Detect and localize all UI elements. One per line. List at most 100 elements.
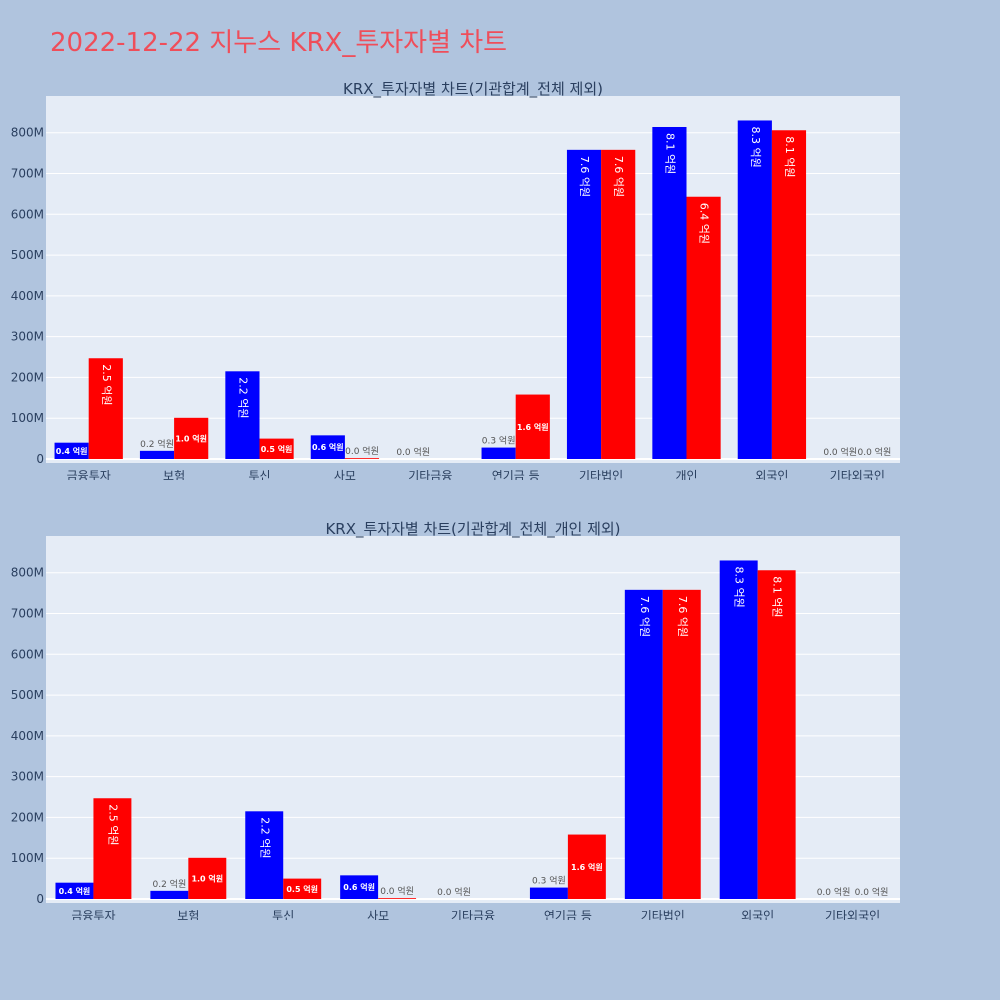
bar xyxy=(481,447,516,459)
data-label: 1.6 억원 xyxy=(571,862,603,872)
bar xyxy=(566,149,602,459)
bar xyxy=(188,857,227,899)
bar xyxy=(686,196,721,459)
bar xyxy=(259,438,294,459)
y-tick-label: 200M xyxy=(11,810,44,824)
bar xyxy=(88,358,123,459)
y-tick-label: 300M xyxy=(11,330,44,344)
y-tick-label: 200M xyxy=(11,370,44,384)
bar xyxy=(340,875,379,899)
data-label: 0.4 억원 xyxy=(56,446,88,456)
data-label: 0.0 억원 xyxy=(345,445,379,457)
bar xyxy=(515,394,550,459)
bar xyxy=(245,811,284,899)
x-tick-label: 투신 xyxy=(272,909,294,920)
page-title: 2022-12-22 지누스 KRX_투자자별 차트 xyxy=(50,28,508,58)
data-label: 2.5 억원 xyxy=(106,804,119,845)
bar xyxy=(139,450,175,459)
bar xyxy=(529,887,568,899)
data-label: 8.1 억원 xyxy=(783,136,796,177)
x-tick-label: 금융투자 xyxy=(71,909,115,920)
data-label: 0.0 억원 xyxy=(437,886,471,898)
x-tick-label: 외국인 xyxy=(755,469,788,480)
data-label: 0.2 억원 xyxy=(152,878,186,890)
data-label: 0.0 억원 xyxy=(855,886,889,898)
chart-investor-bottom: KRX_투자자별 차트(기관합계_전체_개인 제외) 0 100M 200M 300M 4… xyxy=(11,520,900,920)
data-label: 0.0 억원 xyxy=(858,446,892,458)
chart-subtitle: KRX_투자자별 차트(기관합계_전체 제외) xyxy=(343,80,603,99)
y-tick-label: 400M xyxy=(11,289,44,303)
data-label: 0.6 억원 xyxy=(312,442,344,452)
bar xyxy=(662,589,701,899)
bar xyxy=(174,417,209,459)
data-label: 2.5 억원 xyxy=(100,364,113,405)
bar xyxy=(378,898,417,899)
chart-subtitle: KRX_투자자별 차트(기관합계_전체_개인 제외) xyxy=(325,520,620,539)
y-tick-label: 0 xyxy=(36,892,44,906)
y-tick-label: 100M xyxy=(11,411,44,425)
data-label: 0.3 억원 xyxy=(482,435,516,447)
x-tick-label: 외국인 xyxy=(741,909,774,920)
data-label: 0.0 억원 xyxy=(396,446,430,458)
y-tick-label: 600M xyxy=(11,647,44,661)
x-tick-label: 금융투자 xyxy=(67,469,111,480)
x-tick-label: 연기금 등 xyxy=(492,469,540,480)
data-label: 1.0 억원 xyxy=(175,433,207,443)
y-tick-label: 800M xyxy=(11,126,44,140)
data-label: 0.5 억원 xyxy=(286,884,318,894)
x-tick-label: 사모 xyxy=(367,909,389,920)
y-tick-label: 100M xyxy=(11,851,44,865)
bar xyxy=(624,589,663,899)
data-label: 0.6 억원 xyxy=(343,882,375,892)
data-label: 0.0 억원 xyxy=(817,886,851,898)
bar xyxy=(283,878,322,899)
bar xyxy=(54,442,89,459)
bar xyxy=(757,570,796,899)
y-tick-label: 300M xyxy=(11,770,44,784)
y-tick-label: 500M xyxy=(11,688,44,702)
data-label: 0.0 억원 xyxy=(380,885,414,897)
data-label: 2.2 억원 xyxy=(236,377,249,418)
data-label: 0.5 억원 xyxy=(261,444,293,454)
x-tick-label: 기타외국인 xyxy=(825,909,880,920)
data-label: 6.4 억원 xyxy=(698,203,711,244)
data-label: 0.4 억원 xyxy=(59,886,91,896)
bar xyxy=(601,149,636,459)
bar xyxy=(310,435,345,459)
x-tick-label: 연기금 등 xyxy=(544,909,592,920)
y-tick-label: 700M xyxy=(11,166,44,180)
x-tick-label: 보험 xyxy=(163,469,185,480)
bar xyxy=(771,130,807,459)
data-label: 8.3 억원 xyxy=(749,126,762,167)
y-tick-label: 0 xyxy=(36,452,44,466)
x-tick-label: 기타외국인 xyxy=(830,469,885,480)
data-label: 7.6 억원 xyxy=(578,156,591,197)
y-tick-label: 500M xyxy=(11,248,44,262)
bar xyxy=(93,798,132,899)
data-label: 7.6 억원 xyxy=(638,596,651,637)
data-label: 1.6 억원 xyxy=(517,422,549,432)
bar xyxy=(737,120,772,459)
x-tick-label: 기타금융 xyxy=(451,909,495,920)
x-tick-label: 기타금융 xyxy=(408,469,452,480)
x-tick-label: 사모 xyxy=(334,469,356,480)
x-tick-label: 투신 xyxy=(248,469,270,480)
chart-investor-top: KRX_투자자별 차트(기관합계_전체 제외) 0 100M 200M 300M 400M… xyxy=(11,80,900,480)
data-label: 0.0 억원 xyxy=(823,446,857,458)
y-tick-label: 800M xyxy=(11,566,44,580)
bar xyxy=(344,458,380,459)
data-label: 0.3 억원 xyxy=(532,875,566,887)
bar xyxy=(150,890,189,899)
data-label: 1.0 억원 xyxy=(191,873,223,883)
bar xyxy=(567,834,606,899)
x-tick-label: 기타법인 xyxy=(641,909,685,920)
y-tick-label: 700M xyxy=(11,606,44,620)
data-label: 2.2 억원 xyxy=(258,817,271,858)
data-label: 8.1 억원 xyxy=(771,576,784,617)
data-label: 8.3 억원 xyxy=(733,566,746,607)
y-tick-label: 400M xyxy=(11,729,44,743)
x-tick-label: 기타법인 xyxy=(579,469,623,480)
bar xyxy=(55,882,94,899)
bar xyxy=(719,560,758,899)
x-tick-label: 개인 xyxy=(675,469,697,480)
